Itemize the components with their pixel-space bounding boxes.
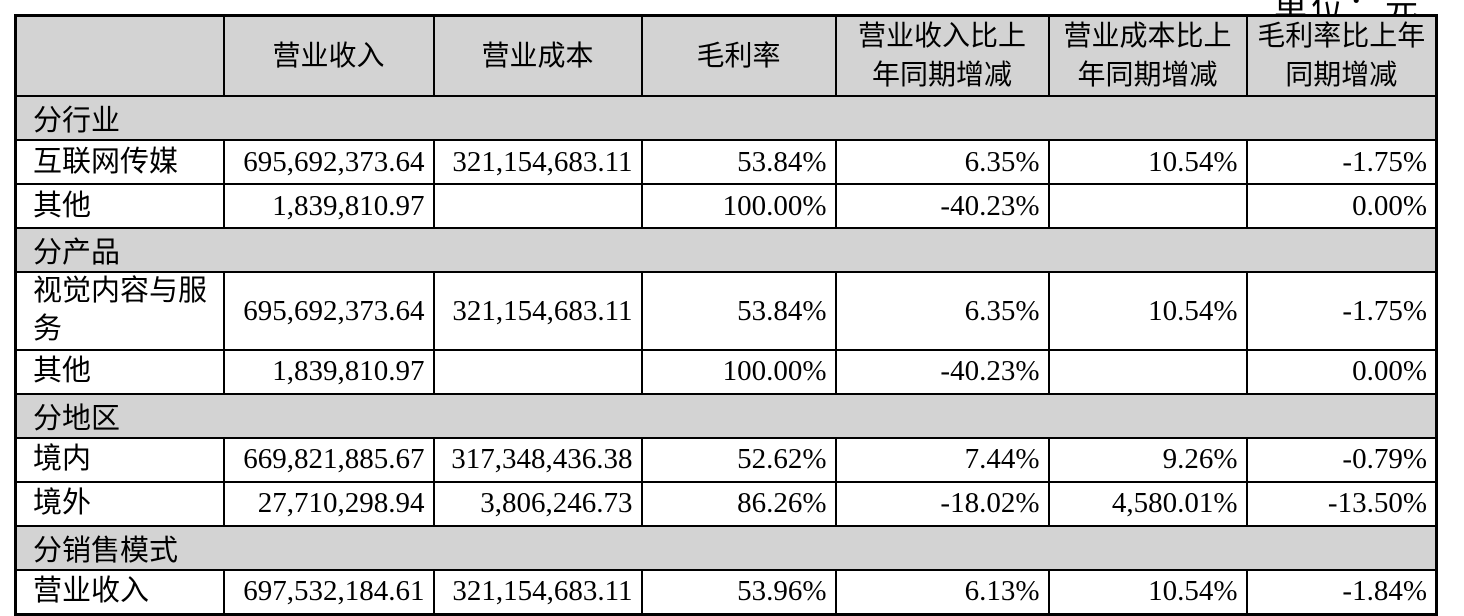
cell-revenue: 695,692,373.64 [222, 271, 435, 351]
cell-cost-yoy: 10.54% [1047, 568, 1248, 616]
cell-revenue: 27,710,298.94 [222, 480, 435, 527]
table-row-internet-media: 互联网传媒 695,692,373.64 321,154,683.11 53.8… [14, 139, 1438, 186]
revenue-breakdown-table: 营业收入 营业成本 毛利率 营业收入比上年同期增减 营业成本比上年同期增减 毛利… [14, 14, 1438, 616]
column-header-revenue: 营业收入 [222, 14, 435, 98]
column-header-gross-margin: 毛利率 [640, 14, 837, 98]
cell-cost-yoy: 4,580.01% [1047, 480, 1248, 527]
cell-revenue-yoy: -40.23% [834, 183, 1050, 230]
cell-gross-margin-yoy: 0.00% [1245, 183, 1438, 230]
column-header-cost-yoy: 营业成本比上年同期增减 [1047, 14, 1248, 98]
cell-cost: 321,154,683.11 [432, 271, 643, 351]
cell-revenue: 669,821,885.67 [222, 436, 435, 483]
cell-revenue: 695,692,373.64 [222, 139, 435, 186]
cell-gross-margin: 100.00% [640, 183, 837, 230]
cell-gross-margin: 53.84% [640, 271, 837, 351]
row-label: 其他 [14, 348, 225, 395]
cell-cost: 3,806,246.73 [432, 480, 643, 527]
section-row-by-sales-model: 分销售模式 [14, 524, 1438, 571]
cell-revenue-yoy: 6.13% [834, 568, 1050, 616]
column-header-revenue-yoy: 营业收入比上年同期增减 [834, 14, 1050, 98]
section-row-by-product: 分产品 [14, 227, 1438, 274]
cell-cost [432, 348, 643, 395]
cell-gross-margin: 86.26% [640, 480, 837, 527]
cell-revenue-yoy: 7.44% [834, 436, 1050, 483]
column-header-cost: 营业成本 [432, 14, 643, 98]
cell-gross-margin: 100.00% [640, 348, 837, 395]
row-label: 营业收入 [14, 568, 225, 616]
table-row-overseas: 境外 27,710,298.94 3,806,246.73 86.26% -18… [14, 480, 1438, 527]
cell-gross-margin-yoy: 0.00% [1245, 348, 1438, 395]
cell-cost-yoy: 10.54% [1047, 271, 1248, 351]
row-label: 其他 [14, 183, 225, 230]
cell-gross-margin: 53.84% [640, 139, 837, 186]
row-label: 境内 [14, 436, 225, 483]
cell-gross-margin: 52.62% [640, 436, 837, 483]
table-row-operating-revenue: 营业收入 697,532,184.61 321,154,683.11 53.96… [14, 568, 1438, 616]
cell-revenue-yoy: -40.23% [834, 348, 1050, 395]
column-header-gross-margin-yoy: 毛利率比上年同期增减 [1245, 14, 1438, 98]
section-label: 分产品 [14, 227, 1438, 274]
table-row-visual-content-services: 视觉内容与服务 695,692,373.64 321,154,683.11 53… [14, 271, 1438, 351]
table-row-domestic: 境内 669,821,885.67 317,348,436.38 52.62% … [14, 436, 1438, 483]
section-label: 分地区 [14, 392, 1438, 439]
cell-gross-margin-yoy: -13.50% [1245, 480, 1438, 527]
cell-gross-margin-yoy: -1.75% [1245, 271, 1438, 351]
cell-revenue-yoy: -18.02% [834, 480, 1050, 527]
cell-gross-margin-yoy: -1.75% [1245, 139, 1438, 186]
row-label: 境外 [14, 480, 225, 527]
section-label: 分销售模式 [14, 524, 1438, 571]
row-label: 互联网传媒 [14, 139, 225, 186]
cell-revenue: 1,839,810.97 [222, 183, 435, 230]
header-row: 营业收入 营业成本 毛利率 营业收入比上年同期增减 营业成本比上年同期增减 毛利… [14, 14, 1438, 98]
column-header-blank [14, 14, 225, 98]
cell-revenue-yoy: 6.35% [834, 139, 1050, 186]
section-row-by-industry: 分行业 [14, 95, 1438, 142]
section-row-by-region: 分地区 [14, 392, 1438, 439]
cell-gross-margin: 53.96% [640, 568, 837, 616]
cell-cost [432, 183, 643, 230]
cell-cost: 321,154,683.11 [432, 139, 643, 186]
cell-cost: 321,154,683.11 [432, 568, 643, 616]
table-row-other-industry: 其他 1,839,810.97 100.00% -40.23% 0.00% [14, 183, 1438, 230]
cell-cost-yoy [1047, 348, 1248, 395]
table-row-other-product: 其他 1,839,810.97 100.00% -40.23% 0.00% [14, 348, 1438, 395]
cell-revenue: 697,532,184.61 [222, 568, 435, 616]
section-label: 分行业 [14, 95, 1438, 142]
cell-gross-margin-yoy: -0.79% [1245, 436, 1438, 483]
cell-revenue: 1,839,810.97 [222, 348, 435, 395]
cell-cost-yoy: 10.54% [1047, 139, 1248, 186]
cell-cost-yoy: 9.26% [1047, 436, 1248, 483]
row-label: 视觉内容与服务 [14, 271, 225, 351]
cell-cost: 317,348,436.38 [432, 436, 643, 483]
cell-revenue-yoy: 6.35% [834, 271, 1050, 351]
cell-cost-yoy [1047, 183, 1248, 230]
cell-gross-margin-yoy: -1.84% [1245, 568, 1438, 616]
